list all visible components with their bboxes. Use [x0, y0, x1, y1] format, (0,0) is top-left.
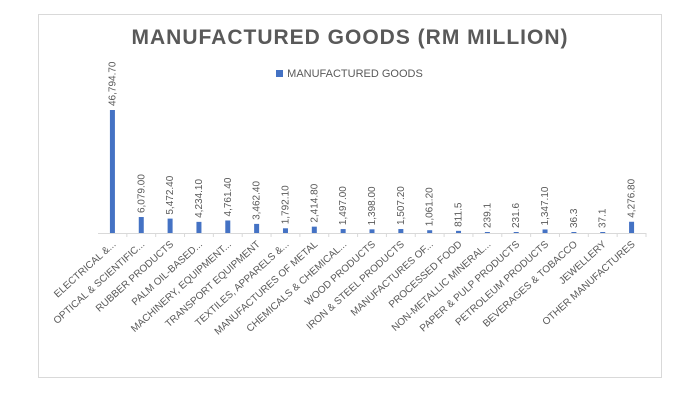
bar [398, 229, 404, 233]
bar [340, 229, 346, 233]
data-label: 1,398.00 [367, 186, 378, 225]
bar [542, 229, 548, 233]
legend-label: MANUFACTURED GOODS [287, 68, 423, 80]
data-label: 46,794.70 [107, 61, 118, 106]
bar [225, 220, 231, 233]
legend-swatch [276, 70, 284, 77]
bar [109, 110, 115, 233]
chart-legend: MANUFACTURED GOODS [0, 68, 699, 80]
bar [282, 228, 288, 233]
data-label: 1,061.20 [425, 187, 436, 226]
data-label: 4,234.10 [194, 179, 205, 218]
bar [254, 223, 260, 233]
bar [571, 232, 577, 233]
data-label: 1,497.00 [338, 186, 349, 225]
bar [629, 221, 635, 233]
bar [484, 232, 490, 233]
data-label: 1,507.20 [396, 186, 407, 225]
data-label: 37.1 [598, 208, 609, 228]
bar [311, 226, 317, 233]
bar [600, 232, 606, 233]
chart-area-border [38, 14, 662, 378]
data-label: 5,472.40 [165, 175, 176, 214]
data-label: 2,414.80 [309, 183, 320, 222]
data-label: 3,462.40 [252, 181, 263, 220]
data-label: 4,761.40 [223, 177, 234, 216]
bar [167, 218, 173, 233]
data-label: 4,276.80 [627, 178, 638, 217]
data-label: 6,079.00 [136, 174, 147, 213]
bar [513, 232, 519, 233]
chart-title: MANUFACTURED GOODS (RM MILLION) [131, 26, 569, 49]
bar [456, 230, 462, 233]
data-label: 1,792.10 [280, 185, 291, 224]
data-label: 36.3 [569, 208, 580, 228]
bar [427, 230, 433, 233]
data-label: 1,347.10 [540, 186, 551, 225]
bar [369, 229, 375, 233]
data-label: 231.6 [511, 203, 522, 228]
bar [138, 217, 144, 233]
data-label: 239.1 [482, 203, 493, 228]
data-label: 811.5 [454, 202, 465, 227]
bar [196, 221, 202, 233]
